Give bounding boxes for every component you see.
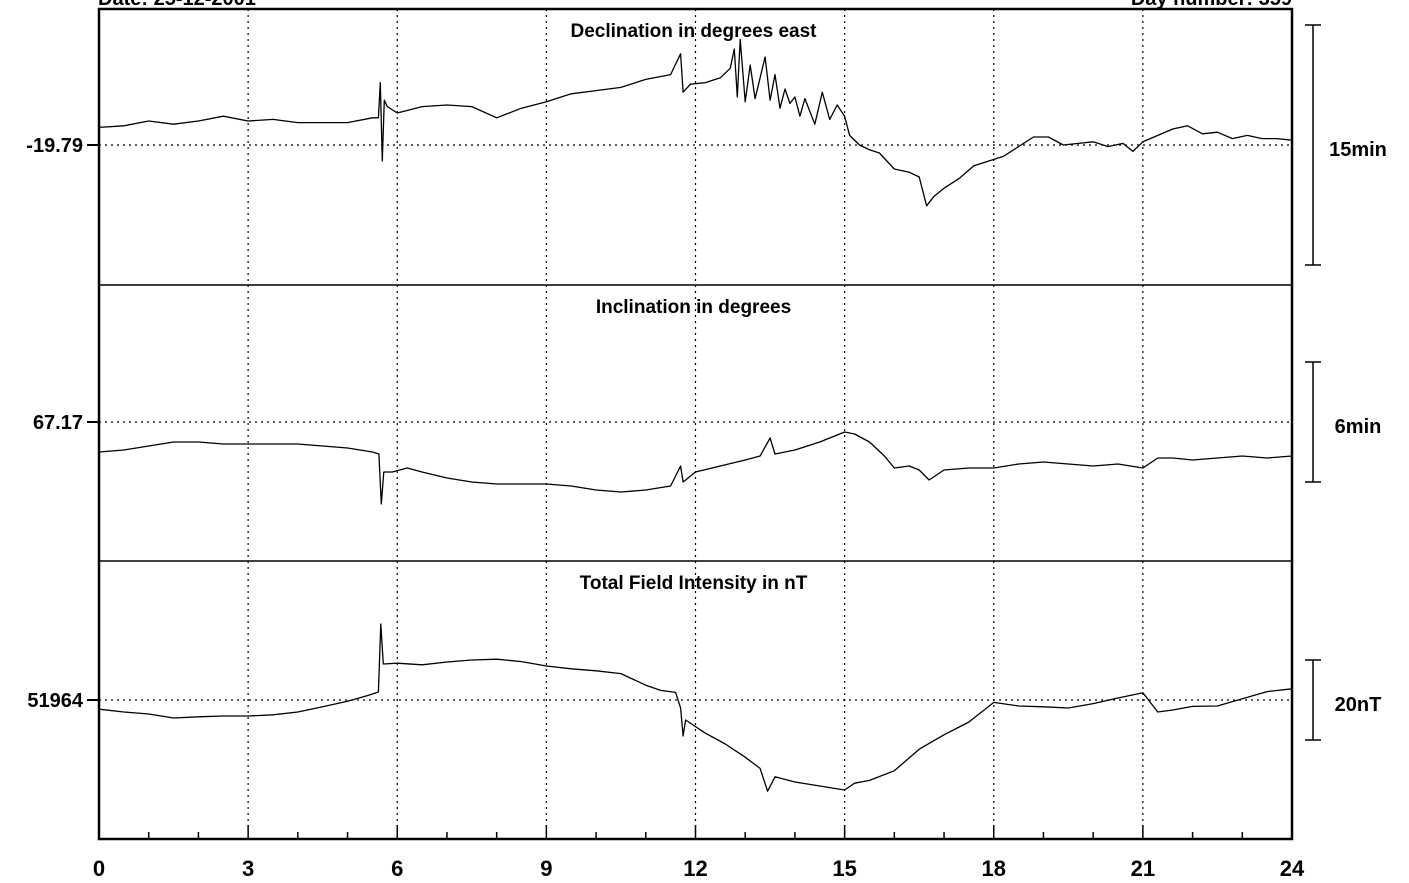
x-tick-label: 0 <box>93 856 105 881</box>
date-label: Date: 25-12-2001 <box>98 0 256 10</box>
baseline-label: 51964 <box>27 690 83 712</box>
x-axis: 0 3 6 9 12 15 18 21 24 <box>93 825 1305 881</box>
grid-lines <box>247 9 1144 839</box>
panels: Declination in degrees east -19.79 15min In… <box>26 21 1387 792</box>
data-series-line <box>98 431 1293 505</box>
scale-label: 6min <box>1335 416 1382 438</box>
x-tick-label: 12 <box>683 856 707 881</box>
x-tick-label: 3 <box>242 856 254 881</box>
x-tick-label: 18 <box>982 856 1006 881</box>
panel-title: Total Field Intensity in nT <box>580 573 808 594</box>
day-number-label: Day number: 359 <box>1131 0 1292 10</box>
baseline-label: -19.79 <box>26 135 83 157</box>
x-tick-label: 15 <box>832 856 856 881</box>
data-series-line <box>98 623 1293 792</box>
panel-title: Declination in degrees east <box>570 21 817 42</box>
x-tick-label: 21 <box>1131 856 1155 881</box>
panel-3: Total Field Intensity in nT 51964 20nT <box>27 560 1382 792</box>
x-tick-label: 6 <box>391 856 403 881</box>
baseline-label: 67.17 <box>33 412 83 434</box>
panel-2: Inclination in degrees 67.17 6min <box>33 284 1382 505</box>
x-tick-label: 24 <box>1280 856 1305 881</box>
scale-label: 15min <box>1329 139 1387 161</box>
scale-label: 20nT <box>1335 694 1382 716</box>
x-tick-label: 9 <box>540 856 552 881</box>
data-series-line <box>98 38 1293 207</box>
panel-title: Inclination in degrees <box>596 297 791 318</box>
panel-1: Declination in degrees east -19.79 15min <box>26 21 1387 266</box>
